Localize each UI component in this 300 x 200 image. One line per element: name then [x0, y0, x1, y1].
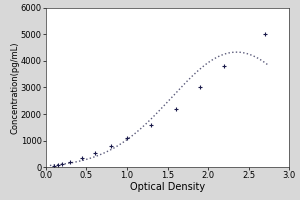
X-axis label: Optical Density: Optical Density	[130, 182, 205, 192]
Y-axis label: Concentration(pg/mL): Concentration(pg/mL)	[10, 41, 19, 134]
